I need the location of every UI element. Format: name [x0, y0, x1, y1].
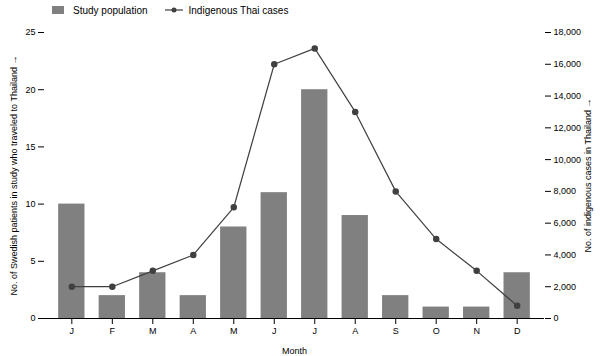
svg-text:0: 0	[30, 313, 35, 323]
svg-text:A: A	[190, 326, 196, 336]
svg-text:6,000: 6,000	[554, 218, 577, 228]
html-text:Indigenous Thai cases: Indigenous Thai cases	[188, 4, 289, 16]
svg-text:10: 10	[25, 199, 35, 209]
svg-text:M: M	[149, 326, 157, 336]
svg-text:16,000: 16,000	[554, 59, 582, 69]
svg-text:20: 20	[25, 85, 35, 95]
html-text:Study population: Study population	[73, 4, 148, 16]
svg-text:5: 5	[30, 256, 35, 266]
svg-text:18,000: 18,000	[554, 27, 582, 37]
svg-text:12,000: 12,000	[554, 123, 582, 133]
svg-text:O: O	[433, 326, 440, 336]
svg-text:14,000: 14,000	[554, 91, 582, 101]
svg-text:J: J	[70, 326, 75, 336]
svg-text:S: S	[393, 326, 399, 336]
svg-text:25: 25	[25, 27, 35, 37]
svg-text:No. of Swedish patients in stu: No. of Swedish patients in study who tra…	[9, 56, 19, 296]
svg-text:10,000: 10,000	[554, 154, 582, 164]
svg-text:J: J	[312, 326, 317, 336]
svg-text:4,000: 4,000	[554, 250, 577, 260]
svg-text:No. of indigenous cases in Tha: No. of indigenous cases in Thailand →	[583, 99, 593, 253]
svg-text:Month: Month	[282, 346, 307, 356]
svg-text:2,000: 2,000	[554, 282, 577, 292]
svg-text:0: 0	[554, 313, 559, 323]
svg-text:N: N	[473, 326, 480, 336]
svg-text:A: A	[352, 326, 358, 336]
svg-text:D: D	[514, 326, 521, 336]
svg-text:15: 15	[25, 142, 35, 152]
svg-text:J: J	[272, 326, 277, 336]
svg-text:F: F	[110, 326, 116, 336]
svg-text:8,000: 8,000	[554, 186, 577, 196]
svg-text:M: M	[230, 326, 238, 336]
